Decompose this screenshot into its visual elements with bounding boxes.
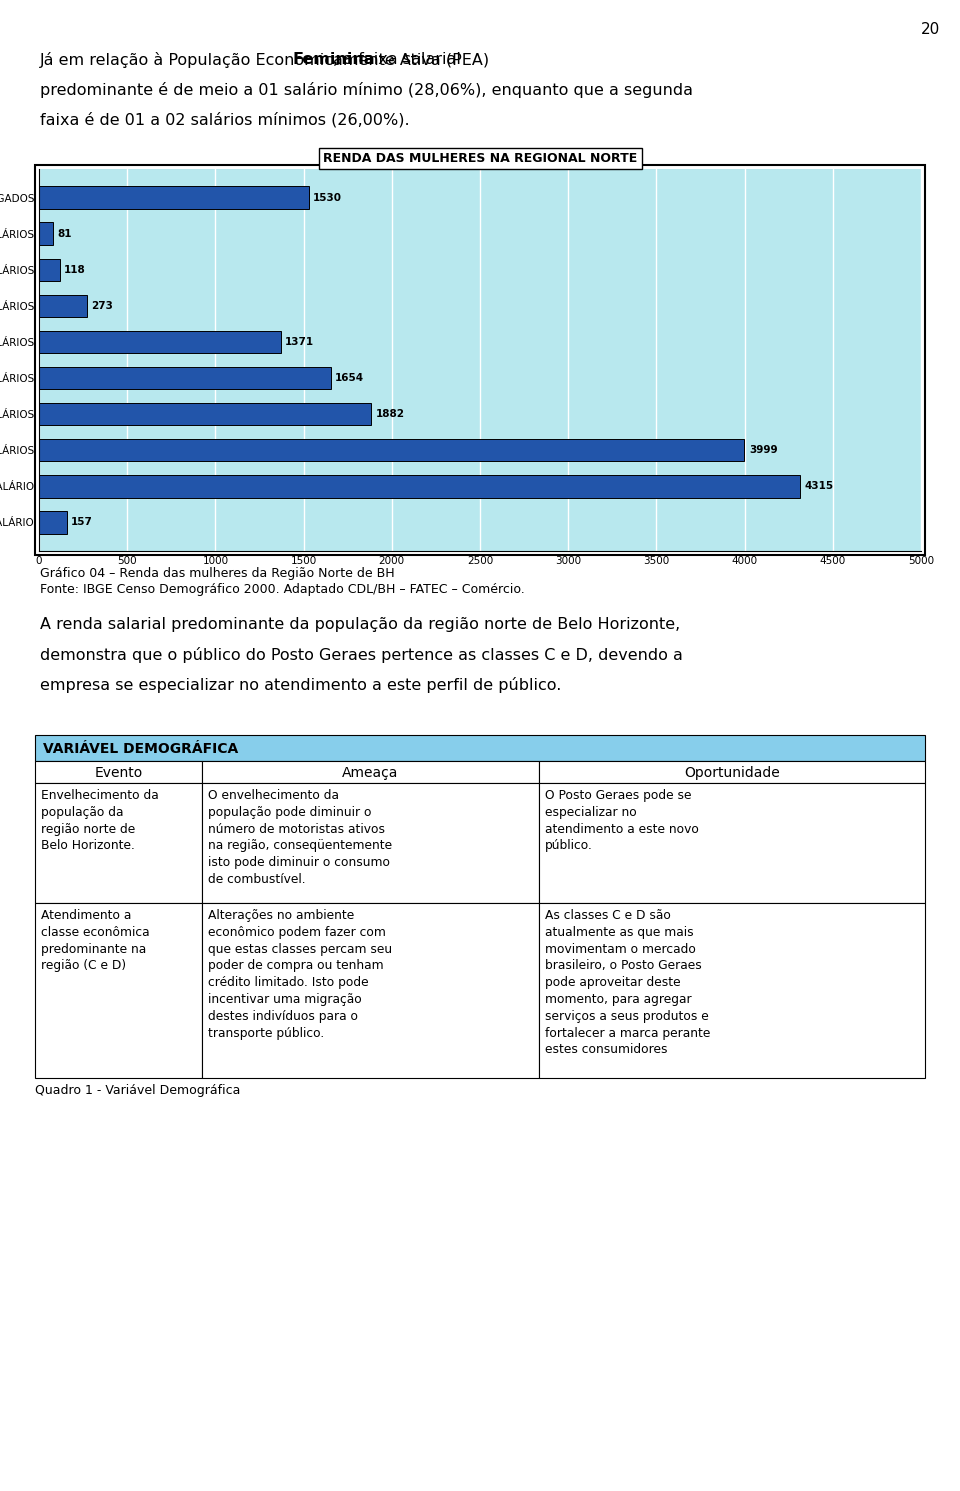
Text: Gráfico 04 – Renda das mulheres da Região Norte de BH: Gráfico 04 – Renda das mulheres da Regiã…: [40, 567, 395, 580]
Bar: [39, 295, 87, 318]
Bar: [203, 760, 539, 783]
Text: 118: 118: [64, 265, 86, 274]
Text: 20: 20: [921, 22, 940, 37]
Bar: [39, 367, 331, 389]
Text: Já em relação à População Economicamente Ativa (PEA): Já em relação à População Economicamente…: [40, 52, 495, 69]
Bar: [39, 186, 309, 209]
Bar: [39, 403, 371, 425]
Bar: [203, 783, 539, 904]
Text: O Posto Geraes pode se
especializar no
atendimento a este novo
público.: O Posto Geraes pode se especializar no a…: [544, 789, 699, 853]
Text: 4315: 4315: [804, 482, 833, 492]
Text: As classes C e D são
atualmente as que mais
movimentam o mercado
brasileiro, o P: As classes C e D são atualmente as que m…: [544, 910, 710, 1057]
Bar: [35, 760, 203, 783]
Text: 81: 81: [58, 228, 72, 239]
Text: 1530: 1530: [313, 192, 343, 203]
Bar: [35, 904, 203, 1078]
Text: Quadro 1 - Variável Demográfica: Quadro 1 - Variável Demográfica: [35, 1084, 240, 1097]
Text: predominante é de meio a 01 salário mínimo (28,06%), enquanto que a segunda: predominante é de meio a 01 salário míni…: [40, 82, 693, 98]
Text: 1882: 1882: [375, 409, 404, 419]
Bar: [39, 331, 281, 353]
Bar: [39, 476, 801, 498]
Text: O envelhecimento da
população pode diminuir o
número de motoristas ativos
na reg: O envelhecimento da população pode dimin…: [208, 789, 393, 886]
Text: Fonte: IBGE Censo Demográfico 2000. Adaptado CDL/BH – FATEC – Comércio.: Fonte: IBGE Censo Demográfico 2000. Adap…: [40, 583, 525, 596]
Bar: [35, 735, 925, 760]
Bar: [539, 760, 925, 783]
Bar: [39, 258, 60, 280]
Text: Oportunidade: Oportunidade: [684, 766, 780, 780]
Bar: [539, 904, 925, 1078]
Text: 157: 157: [71, 517, 93, 528]
Text: 273: 273: [91, 301, 113, 310]
Text: empresa se especializar no atendimento a este perfil de público.: empresa se especializar no atendimento a…: [40, 677, 562, 693]
Text: demonstra que o público do Posto Geraes pertence as classes C e D, devendo a: demonstra que o público do Posto Geraes …: [40, 647, 683, 663]
Bar: [35, 166, 925, 555]
Text: 1371: 1371: [285, 337, 314, 347]
Bar: [39, 438, 744, 461]
Text: Envelhecimento da
população da
região norte de
Belo Horizonte.: Envelhecimento da população da região no…: [41, 789, 158, 853]
Bar: [203, 904, 539, 1078]
Text: faixa é de 01 a 02 salários mínimos (26,00%).: faixa é de 01 a 02 salários mínimos (26,…: [40, 112, 410, 128]
Text: Feminina: Feminina: [293, 52, 375, 67]
Text: Alterações no ambiente
econômico podem fazer com
que estas classes percam seu
po: Alterações no ambiente econômico podem f…: [208, 910, 393, 1039]
Bar: [39, 222, 54, 245]
Title: RENDA DAS MULHERES NA REGIONAL NORTE: RENDA DAS MULHERES NA REGIONAL NORTE: [323, 152, 637, 166]
Text: 1654: 1654: [335, 373, 364, 383]
Text: Evento: Evento: [94, 766, 143, 780]
Bar: [539, 783, 925, 904]
Text: VARIÁVEL DEMOGRÁFICA: VARIÁVEL DEMOGRÁFICA: [43, 743, 238, 756]
Text: 3999: 3999: [749, 446, 778, 455]
Bar: [35, 783, 203, 904]
Bar: [39, 511, 66, 534]
Text: A renda salarial predominante da população da região norte de Belo Horizonte,: A renda salarial predominante da populaç…: [40, 617, 681, 632]
Text: , a faixa salarial: , a faixa salarial: [333, 52, 462, 67]
Text: Ameaça: Ameaça: [343, 766, 398, 780]
Text: Atendimento a
classe econômica
predominante na
região (C e D): Atendimento a classe econômica predomina…: [41, 910, 150, 972]
